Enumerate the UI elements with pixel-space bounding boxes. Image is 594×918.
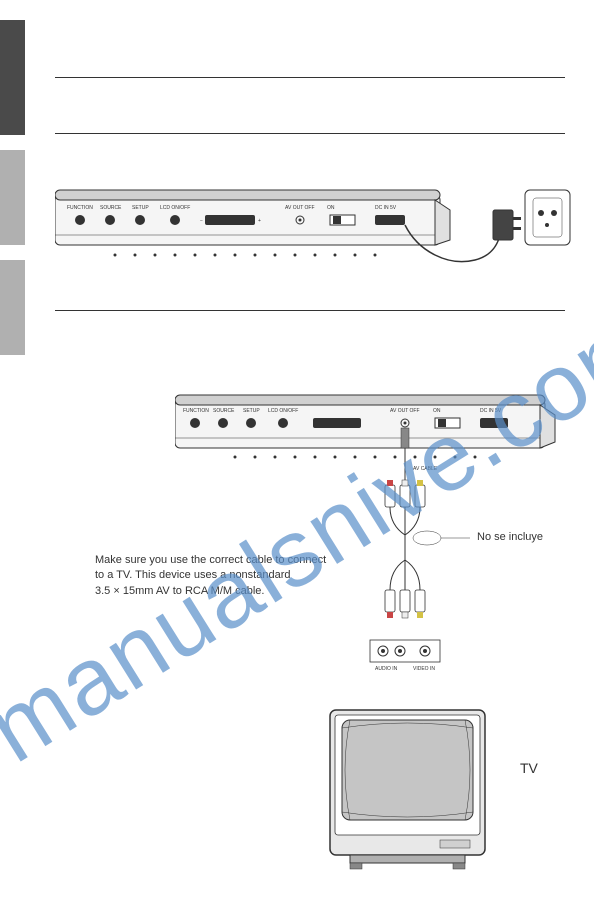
svg-text:ON: ON [433, 408, 441, 414]
device-diagram-1: FUNCTION SOURCE SETUP LCD ON/OFF − + AV … [55, 185, 575, 305]
svg-text:FUNCTION: FUNCTION [67, 205, 93, 211]
sidebar-block-1 [0, 20, 25, 135]
svg-text:LCD ON/OFF: LCD ON/OFF [268, 408, 298, 414]
svg-text:VIDEO IN: VIDEO IN [413, 666, 435, 672]
sidebar-block-2 [0, 150, 25, 245]
instruction-line2: to a TV. This device uses a nonstandard [95, 569, 290, 581]
tv-illustration [320, 700, 500, 880]
svg-text:LCD ON/OFF: LCD ON/OFF [160, 205, 190, 211]
svg-text:SOURCE: SOURCE [100, 205, 122, 211]
svg-text:SETUP: SETUP [132, 205, 149, 211]
svg-text:SOURCE: SOURCE [213, 408, 235, 414]
svg-text:AUDIO IN: AUDIO IN [375, 666, 398, 672]
svg-text:AV CABLE: AV CABLE [413, 466, 438, 472]
svg-text:SETUP: SETUP [243, 408, 260, 414]
svg-text:FUNCTION: FUNCTION [183, 408, 209, 414]
not-included-label: No se incluye [477, 531, 543, 543]
instruction-line1: Make sure you use the correct cable to c… [95, 554, 326, 566]
divider-1 [55, 77, 565, 78]
divider-3 [55, 310, 565, 311]
svg-text:DC IN 5V: DC IN 5V [375, 205, 397, 211]
svg-text:DC IN 5V: DC IN 5V [480, 408, 502, 414]
svg-text:AV OUT OFF: AV OUT OFF [285, 205, 315, 211]
tv-caption: TV [520, 760, 538, 776]
sidebar-block-3 [0, 260, 25, 355]
device-diagram-2: FUNCTION SOURCE SETUP LCD ON/OFF AV OUT … [175, 390, 575, 710]
divider-2 [55, 133, 565, 134]
svg-text:ON: ON [327, 205, 335, 211]
instruction-text: Make sure you use the correct cable to c… [95, 553, 326, 599]
svg-text:+: + [258, 218, 261, 224]
instruction-line3: 3.5 × 15mm AV to RCA M/M cable. [95, 585, 264, 597]
svg-text:−: − [200, 218, 203, 224]
svg-text:AV OUT OFF: AV OUT OFF [390, 408, 420, 414]
